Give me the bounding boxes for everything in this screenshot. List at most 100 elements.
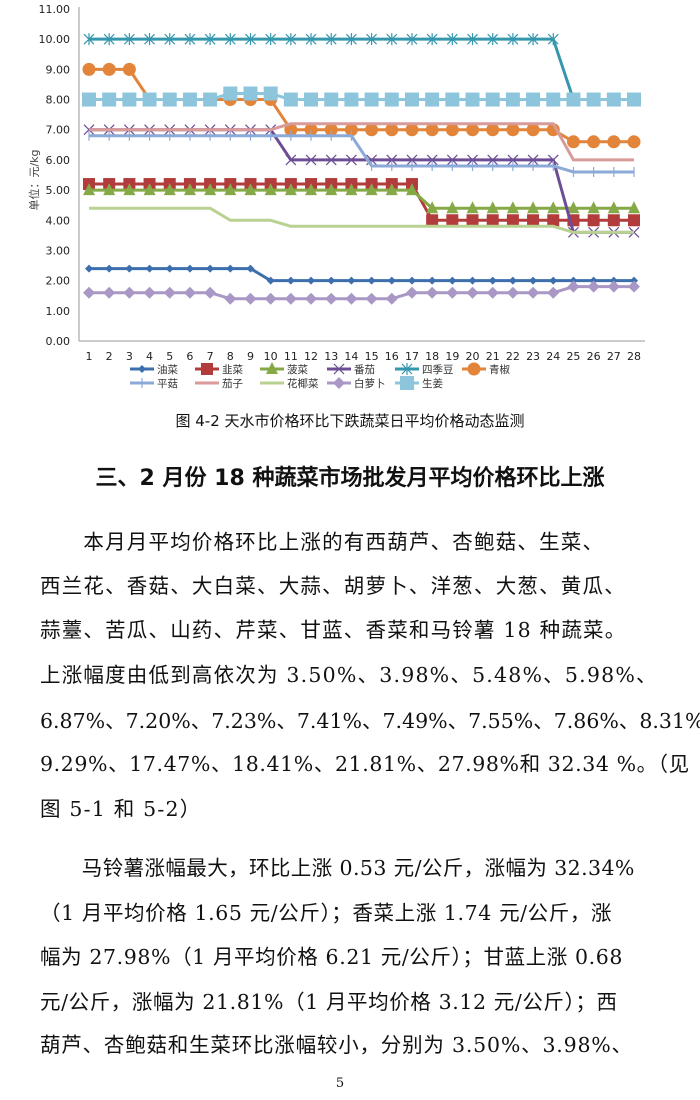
y-tick-label: 2.00: [46, 275, 71, 288]
square-marker: [400, 376, 414, 390]
triangle-marker: [305, 183, 318, 196]
x-marker: [386, 154, 398, 166]
text-line: 西兰花、香菇、大白菜、大蒜、胡萝卜、洋葱、大葱、黄瓜、: [40, 574, 626, 598]
series-平菇: [88, 130, 635, 177]
square-marker: [426, 214, 439, 227]
legend-item: 生姜: [395, 376, 443, 390]
legend-item: 油菜: [130, 363, 178, 376]
diamond-marker: [587, 280, 600, 293]
y-tick-label: 8.00: [46, 94, 71, 107]
square-marker: [587, 214, 600, 227]
x-tick-label: 18: [425, 350, 439, 363]
diamond-marker: [345, 292, 358, 305]
diamond-marker: [547, 286, 560, 299]
circle-marker: [506, 123, 520, 137]
diamond-marker: [405, 286, 418, 299]
square-marker: [506, 214, 519, 227]
diamond-marker: [83, 286, 95, 299]
circle-marker: [467, 362, 481, 376]
square-marker: [466, 214, 479, 227]
triangle-marker: [547, 201, 560, 214]
circle-marker: [102, 62, 116, 76]
circle-marker: [486, 123, 500, 137]
x-tick-label: 17: [405, 350, 419, 363]
x-marker: [467, 154, 478, 166]
asterisk-marker: [144, 33, 155, 46]
asterisk-marker: [123, 33, 135, 46]
circle-marker: [425, 123, 439, 137]
legend-label: 菠菜: [287, 364, 308, 376]
triangle-marker: [264, 183, 277, 196]
x-tick-label: 28: [627, 350, 641, 363]
text-line: 马铃薯涨幅最大，环比上涨 0.53 元/公斤，涨幅为 32.34%: [40, 856, 635, 880]
series-四季豆: [83, 33, 640, 106]
asterisk-marker: [245, 33, 256, 46]
diamond-marker: [125, 264, 134, 273]
circle-marker: [526, 123, 540, 137]
triangle-marker: [143, 183, 156, 196]
triangle-marker: [567, 201, 580, 214]
square-marker: [203, 92, 218, 107]
series-line: [89, 206, 634, 234]
legend-label: 生姜: [422, 377, 443, 390]
diamond-marker: [428, 276, 437, 285]
text-line: 本月月平均价格环比上涨的有西葫芦、杏鲍菇、生菜、: [40, 530, 605, 554]
x-tick-label: 22: [506, 350, 520, 363]
legend-label: 番茄: [354, 363, 375, 376]
x-tick-label: 11: [284, 350, 298, 363]
legend-item: 番茄: [327, 363, 375, 376]
diamond-marker: [488, 276, 497, 285]
diamond-marker: [143, 286, 156, 299]
diamond-marker: [286, 276, 295, 285]
triangle-marker: [103, 183, 116, 196]
x-tick-label: 3: [126, 350, 133, 363]
asterisk-marker: [401, 363, 413, 375]
triangle-marker: [446, 201, 459, 214]
circle-marker: [466, 123, 480, 137]
section-heading: 三、2 月份 18 种蔬菜市场批发月平均价格环比上涨: [95, 466, 605, 491]
x-marker: [426, 154, 438, 166]
triangle-marker: [385, 183, 398, 196]
diamond-marker: [105, 264, 114, 273]
square-marker: [263, 86, 278, 101]
legend-label: 茄子: [222, 377, 243, 390]
diamond-marker: [327, 276, 336, 285]
series-茄子: [89, 122, 634, 162]
diamond-marker: [103, 286, 116, 299]
circle-marker: [82, 62, 96, 76]
square-marker: [122, 92, 137, 107]
legend-item: 茄子: [195, 377, 243, 390]
circle-marker: [344, 123, 358, 137]
square-marker: [404, 92, 419, 107]
square-marker: [182, 92, 197, 107]
circle-marker: [324, 123, 338, 137]
x-tick-label: 12: [304, 350, 318, 363]
square-marker: [384, 92, 399, 107]
x-tick-label: 1: [86, 350, 93, 363]
triangle-marker: [405, 183, 418, 196]
circle-marker: [627, 135, 641, 149]
series-line: [89, 92, 634, 102]
y-tick-label: 10.00: [39, 33, 71, 46]
diamond-marker: [163, 286, 176, 299]
circle-marker: [122, 62, 136, 76]
square-marker: [486, 214, 499, 227]
triangle-marker: [325, 183, 338, 196]
x-marker: [345, 154, 357, 166]
x-tick-label: 7: [207, 350, 214, 363]
triangle-marker: [266, 362, 278, 374]
legend-item: 平菇: [130, 377, 178, 390]
legend-item: 韭菜: [195, 363, 243, 376]
legend-label: 白萝卜: [354, 377, 386, 390]
circle-marker: [587, 135, 601, 149]
price-line-chart: 0.00 1.00 2.00 3.00 4.00 5.00 6.00 7.00 8.00 9.00…: [27, 3, 645, 390]
series-line: [89, 134, 634, 174]
y-tick-label: 1.00: [46, 305, 71, 318]
y-tick-label: 7.00: [46, 124, 71, 137]
diamond-marker: [569, 276, 578, 285]
y-tick-label: 9.00: [46, 63, 71, 76]
square-marker: [201, 363, 213, 375]
diamond-marker: [185, 264, 194, 273]
circle-marker: [607, 135, 621, 149]
x-tick-label: 10: [264, 350, 278, 363]
